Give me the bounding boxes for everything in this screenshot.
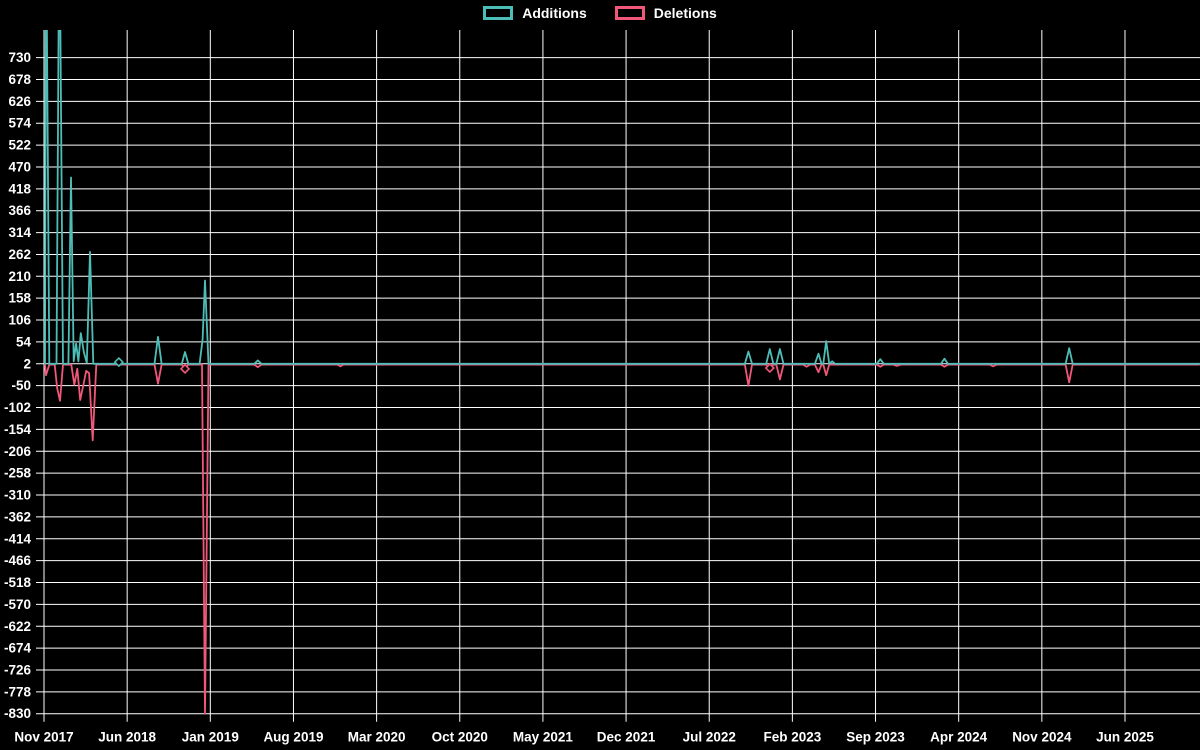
y-tick-label: 54 xyxy=(16,334,32,349)
y-tick-label: 678 xyxy=(8,72,31,87)
x-tick-label: Jun 2018 xyxy=(98,730,156,745)
y-tick-label: -726 xyxy=(4,662,32,677)
y-tick-label: -414 xyxy=(4,531,32,546)
y-tick-label: 418 xyxy=(8,181,31,196)
y-tick-label: 314 xyxy=(8,225,31,240)
y-tick-label: 730 xyxy=(8,50,31,65)
x-tick-label: Jan 2019 xyxy=(182,730,239,745)
y-tick-label: -778 xyxy=(4,684,32,699)
additions-line xyxy=(44,30,1200,365)
x-tick-label: Nov 2024 xyxy=(1012,730,1072,745)
deletions-swatch xyxy=(614,6,645,20)
x-tick-label: Sep 2023 xyxy=(846,730,905,745)
y-tick-label: -622 xyxy=(4,619,31,634)
additions-point-marker xyxy=(113,356,124,368)
y-tick-label: -206 xyxy=(4,444,32,459)
deletions-legend-label: Deletions xyxy=(653,5,717,21)
x-tick-label: Apr 2024 xyxy=(930,730,988,745)
y-tick-label: 210 xyxy=(8,269,31,284)
y-tick-label: 2 xyxy=(23,356,31,371)
y-tick-label: -570 xyxy=(4,597,31,612)
y-tick-label: 106 xyxy=(8,313,31,328)
y-tick-label: -154 xyxy=(4,422,32,437)
x-tick-label: Oct 2020 xyxy=(432,730,488,745)
x-tick-label: Aug 2019 xyxy=(263,730,323,745)
y-tick-label: -310 xyxy=(4,488,31,503)
y-tick-label: 574 xyxy=(8,116,31,131)
deletions-line xyxy=(44,363,1200,715)
y-tick-label: -830 xyxy=(4,706,31,721)
x-tick-label: Jul 2022 xyxy=(683,730,736,745)
y-tick-label: -466 xyxy=(4,553,32,568)
y-tick-label: -674 xyxy=(4,641,32,656)
additions-legend-label: Additions xyxy=(522,5,587,21)
x-tick-label: Jun 2025 xyxy=(1096,730,1154,745)
y-tick-label: -50 xyxy=(11,378,31,393)
y-tick-label: 158 xyxy=(8,291,31,306)
y-tick-label: 366 xyxy=(8,203,31,218)
y-tick-label: -518 xyxy=(4,575,32,590)
legend-item-additions[interactable]: Additions xyxy=(483,6,587,20)
x-tick-label: May 2021 xyxy=(513,730,574,745)
y-tick-label: -102 xyxy=(4,400,31,415)
y-tick-label: -362 xyxy=(4,509,31,524)
additions-swatch xyxy=(483,6,514,20)
x-tick-label: Dec 2021 xyxy=(597,730,656,745)
y-tick-label: 626 xyxy=(8,94,31,109)
deletions-point-marker xyxy=(764,362,775,374)
legend-item-deletions[interactable]: Deletions xyxy=(614,5,717,21)
chart-legend: Additions Deletions xyxy=(0,6,1200,20)
y-tick-label: -258 xyxy=(4,466,32,481)
x-tick-label: Nov 2017 xyxy=(14,730,73,745)
y-tick-label: 522 xyxy=(8,138,31,153)
x-tick-label: Mar 2020 xyxy=(348,730,406,745)
deletions-point-marker xyxy=(179,363,191,374)
y-tick-label: 470 xyxy=(8,159,31,174)
y-tick-label: 262 xyxy=(8,247,31,262)
x-tick-label: Feb 2023 xyxy=(763,730,821,745)
